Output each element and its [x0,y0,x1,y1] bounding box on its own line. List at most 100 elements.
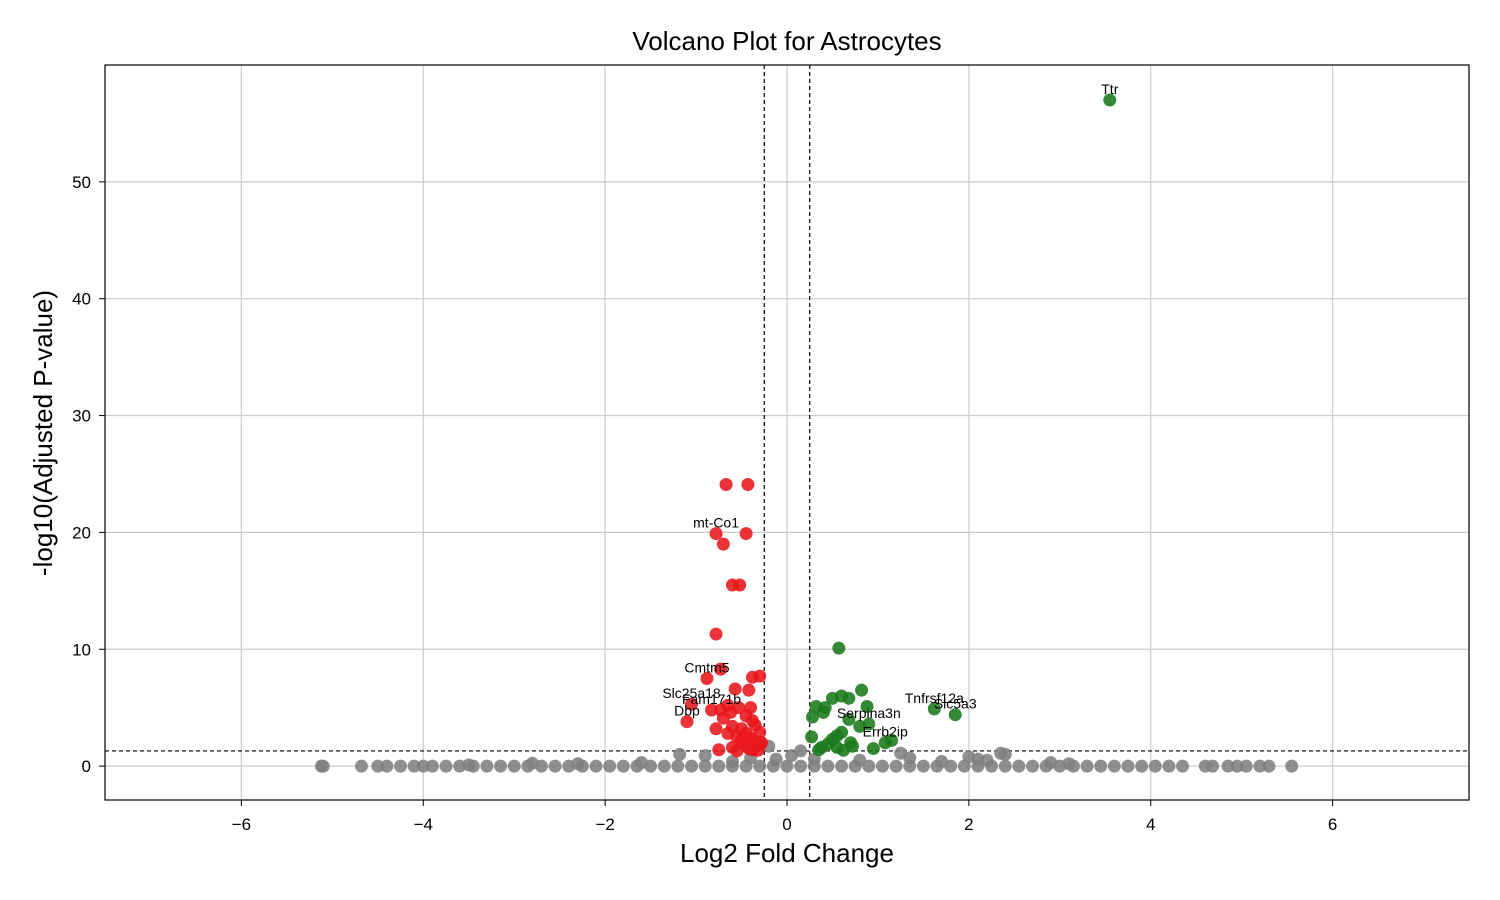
data-point-ns [371,759,385,773]
data-point-ns [494,759,508,773]
data-point-ns [1135,759,1149,773]
data-point-up [842,691,856,705]
chart-title: Volcano Plot for Astrocytes [632,26,941,56]
data-point-ns [780,759,794,773]
data-point-up [825,691,839,705]
data-point-ns [685,759,699,773]
data-point-ns [354,759,368,773]
data-point-up [866,742,880,756]
data-point-ns [603,759,617,773]
x-axis-label: Log2 Fold Change [680,838,894,868]
data-point-ns [698,759,712,773]
data-point-down [745,670,759,684]
gene-annotation: Fam171b [682,691,741,707]
data-point-ns [821,759,835,773]
gene-annotation: Dbp [674,703,700,719]
data-point-ns [657,759,671,773]
data-point-up [805,710,819,724]
data-point-ns [1206,759,1220,773]
gene-annotation: Slc5a3 [934,696,977,712]
y-tick-label: 10 [72,640,91,659]
y-tick-label: 20 [72,523,91,542]
data-point-ns [507,759,521,773]
data-point-down [700,671,714,685]
data-point-down [742,683,756,697]
data-point-ns [462,758,476,772]
data-point-up [860,700,874,714]
data-point-up [948,708,962,722]
data-point-down [745,743,759,757]
data-point-ns [753,759,767,773]
data-point-down [716,711,730,725]
gene-annotation: mt-Co1 [693,515,739,531]
data-point-up [812,743,826,757]
data-point-ns [1253,759,1267,773]
x-tick-label: 6 [1328,815,1337,834]
data-point-ns [1239,759,1253,773]
x-tick-label: 0 [782,815,791,834]
data-point-ns [1026,759,1040,773]
x-tick-label: 4 [1146,815,1155,834]
gene-annotation: Errb2ip [863,724,908,740]
data-point-down [733,578,747,592]
data-point-ns [1107,759,1121,773]
data-point-ns [616,759,630,773]
data-point-ns [794,759,808,773]
data-point-ns [407,759,421,773]
gene-annotation: Serpina3n [837,705,901,721]
data-point-up [832,641,846,655]
data-point-ns [1148,759,1162,773]
y-axis-label: -log10(Adjusted P-value) [28,290,58,576]
data-point-up [885,733,899,747]
data-point-ns [635,756,649,770]
data-point-ns [480,759,494,773]
data-point-ns [1230,759,1244,773]
data-point-ns [1044,756,1058,770]
data-point-ns [785,749,799,763]
data-point-ns [998,747,1012,761]
data-point-ns [1285,759,1299,773]
data-point-ns [1012,759,1026,773]
x-tick-label: −6 [232,815,251,834]
data-point-ns [1062,757,1076,771]
data-point-ns [1176,759,1190,773]
data-point-ns [525,756,539,770]
data-point-down [709,722,723,736]
data-point-ns [589,759,603,773]
gene-annotation: Tnfrsf12a [905,690,964,706]
gene-annotation: Slc25a18 [662,685,721,701]
data-point-up [853,719,867,733]
y-axis-ticks: 0 10 20 30 40 50 [72,173,105,776]
data-point-down [728,682,742,696]
data-point-ns [316,759,330,773]
gene-annotation: Ttr [1101,81,1118,97]
data-point-down [680,715,694,729]
data-point-down [716,537,730,551]
data-point-ns [1080,759,1094,773]
data-point-up [842,712,856,726]
data-point-ns [698,749,712,763]
data-point-ns [889,759,903,773]
x-tick-label: −2 [595,815,614,834]
data-point-up [816,705,830,719]
data-point-down [714,662,728,676]
data-point-ns [1094,759,1108,773]
data-point-ns [916,759,930,773]
data-point-ns [725,754,739,768]
data-point-ns [1262,759,1276,773]
grid-lines [105,65,1469,800]
data-point-down [719,477,733,491]
y-tick-label: 50 [72,173,91,192]
data-point-up [805,730,819,744]
data-point-down [741,477,755,491]
data-point-ns [835,759,849,773]
y-tick-label: 30 [72,407,91,426]
data-point-down [755,736,769,750]
data-point-ns [998,759,1012,773]
data-point-down [705,703,719,717]
data-point-ns [671,759,685,773]
data-point-down [721,726,735,740]
data-point-ns [853,753,867,767]
data-point-ns [1221,759,1235,773]
